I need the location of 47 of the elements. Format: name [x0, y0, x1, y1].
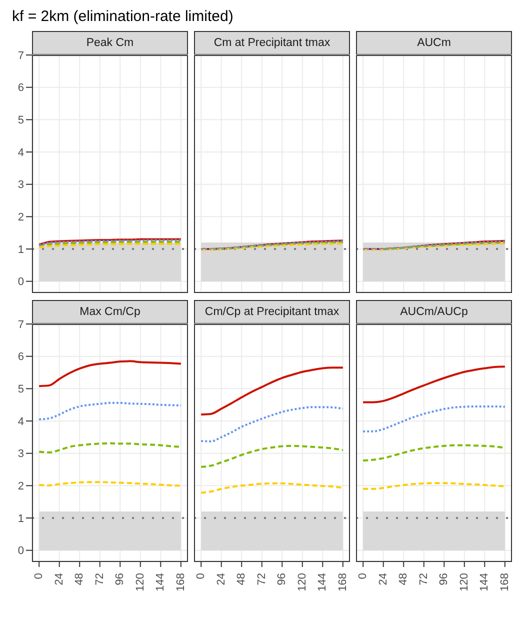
y-tick-label: 1 — [18, 512, 24, 525]
x-tick-label: 120 — [458, 573, 470, 592]
x-tick-label: 0 — [195, 573, 208, 580]
x-tick-label: 24 — [53, 573, 66, 586]
x-tick-label: 0 — [357, 573, 370, 580]
x-tick-label: 144 — [478, 573, 491, 592]
x-tick-label: 96 — [114, 573, 126, 586]
x-tick-label: 96 — [438, 573, 450, 586]
x-tick-label: 144 — [316, 573, 329, 592]
y-tick-label: 2 — [18, 480, 24, 493]
x-tick-label: 24 — [377, 573, 390, 586]
y-tick-label: 7 — [18, 50, 24, 62]
x-tick-label: 168 — [336, 573, 349, 592]
y-tick-label: 6 — [18, 351, 24, 364]
y-tick-label: 3 — [18, 448, 24, 460]
y-tick-label: 3 — [18, 179, 24, 192]
y-tick-label: 0 — [18, 545, 24, 558]
y-tick-label: 7 — [18, 318, 24, 331]
y-tick-label: 4 — [18, 146, 24, 159]
x-tick-label: 48 — [74, 573, 86, 586]
x-tick-label: 72 — [94, 573, 106, 586]
y-tick-label: 0 — [18, 276, 24, 288]
chart-title: Cm/Cp at Precipitant tmax — [194, 300, 350, 324]
y-tick-label: 2 — [18, 212, 24, 224]
x-tick-label: 168 — [174, 573, 187, 592]
y-tick-label: 6 — [18, 82, 24, 94]
text: kf = 2km (elimination-rate limited) — [12, 8, 234, 25]
y-tick-label: 5 — [18, 384, 24, 396]
x-tick-label: 24 — [215, 573, 228, 586]
x-tick-label: 48 — [236, 573, 248, 586]
x-tick-label: 120 — [296, 573, 308, 592]
y-tick-label: 4 — [18, 416, 24, 428]
y-tick-label: 5 — [18, 114, 24, 127]
chart-title: Max Cm/Cp — [32, 300, 188, 324]
x-tick-label: 120 — [134, 573, 146, 592]
x-tick-label: 96 — [276, 573, 288, 586]
chart-title: Peak Cm — [32, 31, 188, 55]
x-tick-label: 0 — [33, 573, 46, 580]
x-tick-label: 144 — [154, 573, 167, 592]
x-tick-label: 72 — [256, 573, 268, 586]
x-tick-label: 72 — [418, 573, 430, 586]
y-tick-label: 1 — [18, 244, 24, 256]
chart-title: AUCm/AUCp — [356, 300, 512, 324]
chart-title: Cm at Precipitant tmax — [194, 31, 350, 55]
x-tick-label: 168 — [498, 573, 511, 592]
x-tick-label: 48 — [398, 573, 410, 586]
chart-title: AUCm — [356, 31, 512, 55]
